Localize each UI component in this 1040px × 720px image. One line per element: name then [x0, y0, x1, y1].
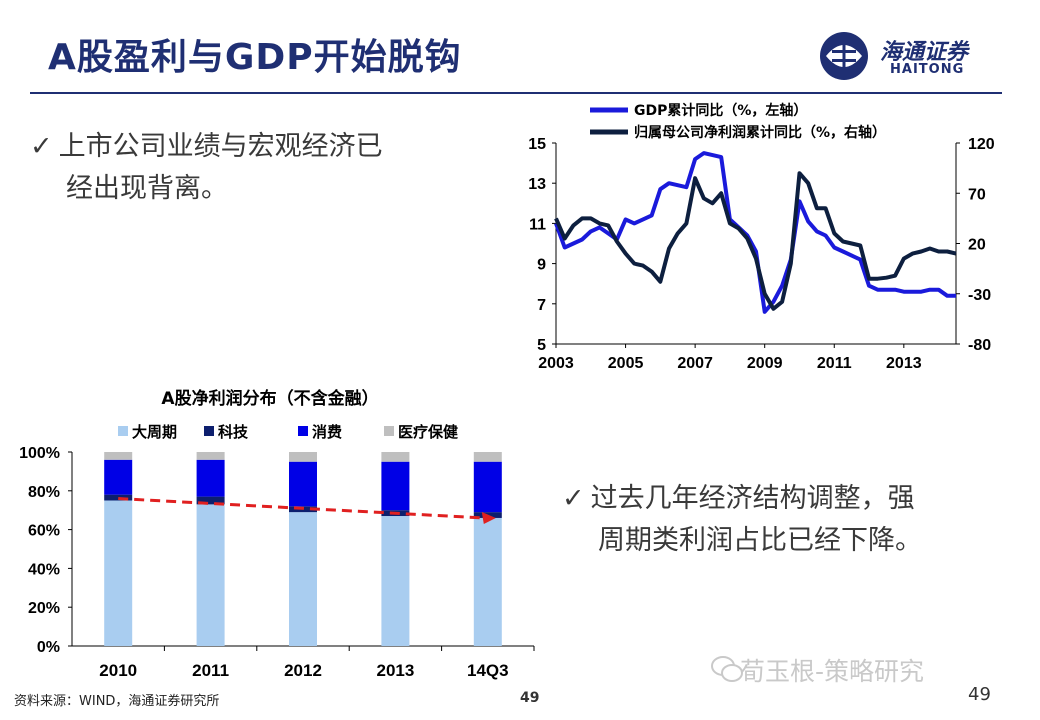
- page-number: 49: [968, 684, 991, 705]
- y-left-tick-label: 13: [528, 176, 546, 193]
- x-tick-label: 2013: [886, 355, 922, 372]
- x-tick-label: 2003: [538, 355, 574, 372]
- legend-label-2: 科技: [218, 423, 249, 441]
- legend-swatch-1: [118, 426, 128, 436]
- y-tick-label: 60%: [28, 523, 60, 540]
- x-tick-label: 2010: [99, 661, 137, 680]
- bar-segment-科技: [104, 494, 133, 501]
- x-tick-label: 2007: [677, 355, 713, 372]
- trend-arrow-line: [118, 497, 484, 520]
- bar-chart-title: A股净利润分布（不含金融）: [161, 388, 378, 409]
- legend-label-1: 大周期: [132, 423, 177, 441]
- wechat-watermark-icon: [711, 656, 743, 682]
- y-left-tick-label: 11: [529, 216, 546, 233]
- trend-arrowhead: [481, 511, 496, 524]
- y-tick-label: 80%: [28, 484, 60, 501]
- logo-chinese: 海通证券: [880, 40, 969, 65]
- bullet-point-2: ✓ 过去几年经济结构调整，强 周期类利润占比已经下降。: [562, 478, 992, 562]
- source-note: 资料来源：WIND，海通证券研究所: [14, 694, 220, 709]
- x-tick-label: 2009: [747, 355, 783, 372]
- gdp-vs-profit-line-chart: GDP累计同比（%，左轴） 归属母公司净利润累计同比（%，右轴） 15 13 11 9 7 5…: [528, 102, 995, 372]
- profit-distribution-bar-chart: A股净利润分布（不含金融） 大周期 科技 消费 医疗保健 100% 80% 60% 40% 20%…: [19, 388, 535, 680]
- logo-english: HAITONG: [890, 62, 965, 77]
- y-right-tick-label: -30: [968, 287, 991, 304]
- bar-segment-医疗保健: [381, 452, 410, 462]
- checkmark-icon: ✓: [30, 131, 53, 162]
- page-title: A股盈利与GDP开始脱钩: [48, 37, 462, 78]
- bullet-2-line-2: 周期类利润占比已经下降。: [598, 525, 922, 556]
- bar-segment-医疗保健: [289, 452, 317, 462]
- bullet-1-line-2: 经出现背离。: [66, 173, 228, 204]
- bar-segment-大周期: [289, 512, 317, 646]
- watermark-text: 荀玉根-策略研究: [740, 657, 925, 686]
- bullet-1-line-1: 上市公司业绩与宏观经济已: [58, 131, 383, 162]
- y-tick-label: 0%: [37, 639, 60, 656]
- y-right-tick-label: 70: [968, 186, 986, 203]
- bullet-point-1: ✓ 上市公司业绩与宏观经济已 经出现背离。: [30, 126, 470, 210]
- page-number-footer: 49: [520, 690, 540, 706]
- legend-label-4: 医疗保健: [398, 423, 458, 441]
- x-tick-label: 2011: [192, 661, 229, 680]
- bar-segment-医疗保健: [196, 452, 225, 460]
- x-tick-label: 2005: [608, 355, 644, 372]
- y-left-tick-label: 5: [537, 337, 546, 354]
- bar-segment-科技: [196, 496, 225, 505]
- bar-segment-消费: [289, 461, 317, 507]
- y-right-tick-label: 120: [968, 136, 995, 153]
- legend-swatch-2: [204, 426, 214, 436]
- legend-swatch-4: [384, 426, 394, 436]
- bar-segment-消费: [381, 461, 410, 511]
- y-right-tick-label: -80: [968, 337, 991, 354]
- legend-label-2: 归属母公司净利润累计同比（%，右轴）: [634, 124, 886, 141]
- y-tick-label: 40%: [28, 561, 60, 578]
- bar-segment-医疗保健: [473, 452, 502, 462]
- gdp-series-line: [554, 151, 956, 314]
- y-right-tick-label: 20: [968, 237, 986, 254]
- legend-swatch-3: [298, 426, 308, 436]
- profit-series-line: [554, 171, 957, 311]
- x-tick-label: 2013: [376, 661, 414, 680]
- x-tick-label: 14Q3: [467, 661, 509, 680]
- x-tick-label: 2011: [817, 355, 852, 372]
- y-tick-label: 20%: [28, 600, 60, 617]
- haitong-logo-icon: [820, 32, 868, 80]
- bar-segment-消费: [473, 461, 502, 513]
- bar-segment-大周期: [473, 517, 502, 646]
- legend-label-3: 消费: [312, 423, 342, 441]
- title-divider: [30, 92, 1002, 94]
- bar-segment-大周期: [196, 504, 225, 646]
- bar-segment-大周期: [381, 516, 410, 646]
- y-left-tick-label: 9: [537, 257, 546, 274]
- bullet-2-line-1: 过去几年经济结构调整，强: [590, 483, 915, 514]
- bar-segment-大周期: [104, 500, 133, 646]
- checkmark-icon: ✓: [562, 483, 585, 514]
- y-tick-label: 100%: [19, 445, 60, 462]
- y-left-tick-label: 15: [528, 136, 546, 153]
- legend-label-1: GDP累计同比（%，左轴）: [634, 102, 807, 119]
- bar-segment-消费: [104, 459, 133, 495]
- bar-segment-消费: [196, 459, 225, 497]
- x-tick-label: 2012: [284, 661, 322, 680]
- y-left-tick-label: 7: [537, 297, 546, 314]
- bar-segment-医疗保健: [104, 452, 133, 460]
